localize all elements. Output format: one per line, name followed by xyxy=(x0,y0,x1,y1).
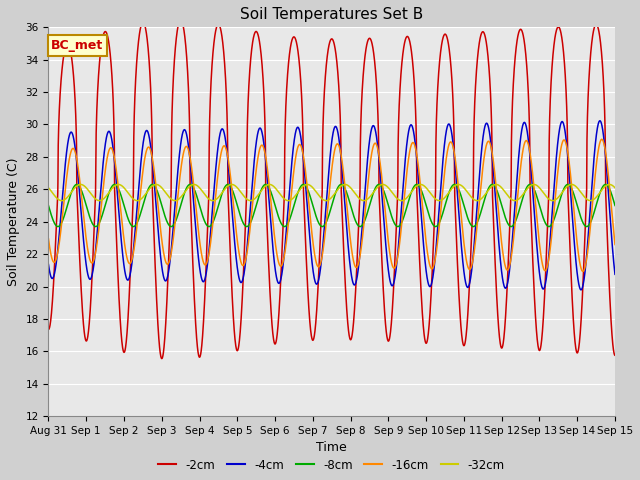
-16cm xyxy=(387,257,395,263)
-32cm xyxy=(58,198,65,204)
-8cm xyxy=(166,223,174,229)
Line: -4cm: -4cm xyxy=(49,121,615,290)
-32cm xyxy=(611,185,619,191)
-4cm xyxy=(203,267,211,273)
-32cm xyxy=(397,198,405,204)
X-axis label: Time: Time xyxy=(316,442,347,455)
-8cm xyxy=(557,192,565,198)
-8cm xyxy=(387,212,395,218)
-2cm xyxy=(397,68,405,73)
-2cm xyxy=(387,321,395,326)
-8cm xyxy=(54,224,61,229)
-32cm xyxy=(611,185,619,191)
-2cm xyxy=(166,221,174,227)
Line: -32cm: -32cm xyxy=(49,184,615,201)
-4cm xyxy=(557,120,565,126)
-8cm xyxy=(602,181,609,187)
-2cm xyxy=(177,17,184,23)
-32cm xyxy=(45,185,52,191)
-16cm xyxy=(579,268,587,274)
Line: -8cm: -8cm xyxy=(49,184,615,227)
-4cm xyxy=(397,212,404,217)
-16cm xyxy=(45,236,52,242)
-4cm xyxy=(577,287,585,293)
Title: Soil Temperatures Set B: Soil Temperatures Set B xyxy=(240,7,423,22)
-8cm xyxy=(203,222,211,228)
-16cm xyxy=(598,136,605,142)
-2cm xyxy=(611,352,619,358)
-16cm xyxy=(557,144,565,150)
-4cm xyxy=(596,118,604,124)
Line: -2cm: -2cm xyxy=(49,20,615,359)
-16cm xyxy=(397,228,404,234)
-2cm xyxy=(203,241,211,247)
-8cm xyxy=(611,203,619,208)
-32cm xyxy=(387,188,395,194)
-2cm xyxy=(45,326,52,332)
-4cm xyxy=(45,262,52,267)
-16cm xyxy=(611,240,619,246)
-2cm xyxy=(557,33,565,38)
-8cm xyxy=(45,203,52,208)
-16cm xyxy=(203,260,211,266)
-2cm xyxy=(158,356,166,361)
-8cm xyxy=(397,221,405,227)
-32cm xyxy=(203,194,211,200)
-32cm xyxy=(166,195,174,201)
-4cm xyxy=(387,281,395,287)
-16cm xyxy=(611,241,619,247)
-32cm xyxy=(605,181,613,187)
Text: BC_met: BC_met xyxy=(51,39,104,52)
-4cm xyxy=(611,271,619,277)
Legend: -2cm, -4cm, -8cm, -16cm, -32cm: -2cm, -4cm, -8cm, -16cm, -32cm xyxy=(154,454,509,476)
-4cm xyxy=(611,270,619,276)
-8cm xyxy=(611,202,619,208)
-2cm xyxy=(611,352,619,358)
-32cm xyxy=(557,191,565,196)
-16cm xyxy=(166,257,173,263)
Line: -16cm: -16cm xyxy=(49,139,615,271)
Y-axis label: Soil Temperature (C): Soil Temperature (C) xyxy=(7,157,20,286)
-4cm xyxy=(166,260,173,265)
